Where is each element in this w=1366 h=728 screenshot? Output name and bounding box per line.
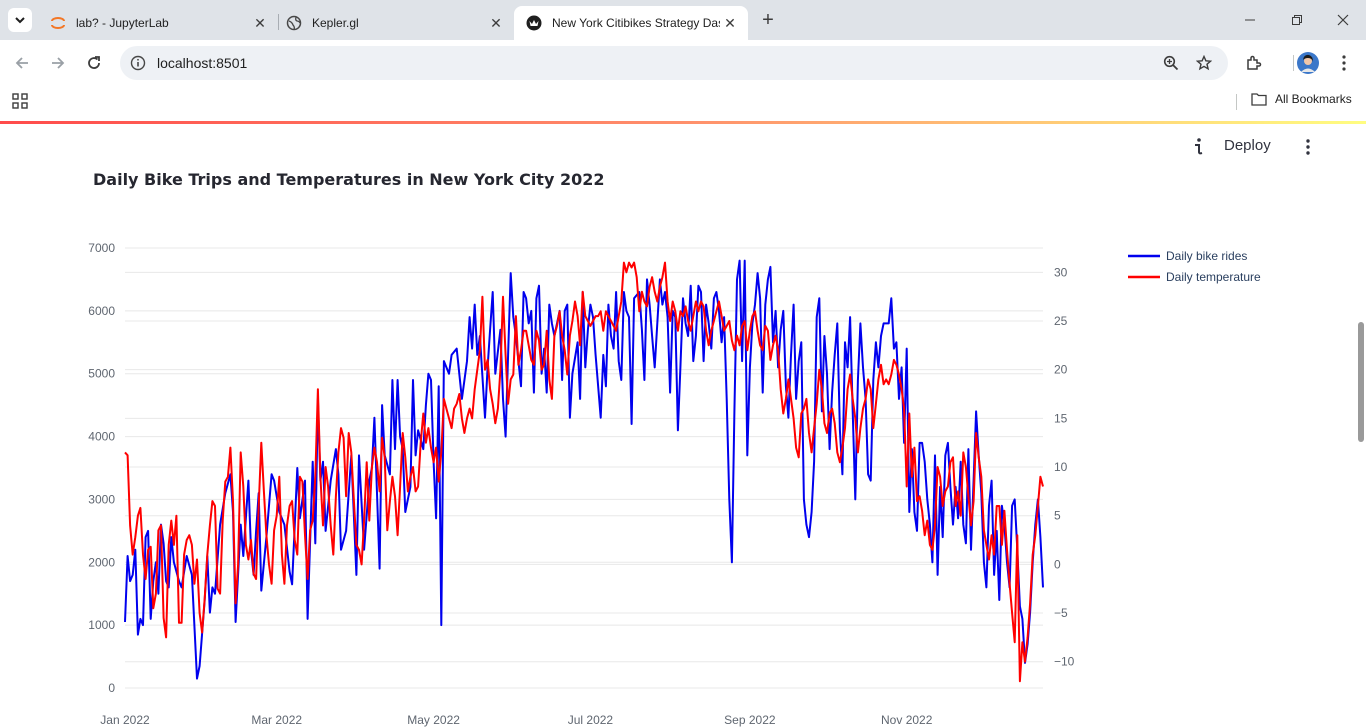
site-info-icon[interactable] xyxy=(130,55,146,71)
avatar[interactable] xyxy=(1296,51,1320,75)
grid-lines xyxy=(125,247,1043,689)
reload-icon xyxy=(88,56,100,69)
close-icon[interactable]: ✕ xyxy=(254,14,266,31)
right-axis-tick-label: 30 xyxy=(1054,265,1068,279)
left-axis-tick-label: 2000 xyxy=(88,555,115,569)
folder-icon xyxy=(1251,93,1267,106)
left-axis-tick-label: 5000 xyxy=(88,367,115,381)
right-axis-tick-label: 5 xyxy=(1054,509,1061,523)
right-axis-tick-label: 20 xyxy=(1054,363,1068,377)
close-icon[interactable]: ✕ xyxy=(490,14,502,31)
tab-title: Kepler.gl xyxy=(312,16,359,30)
restore-button[interactable] xyxy=(1285,8,1309,32)
right-axis-tick-label: 15 xyxy=(1054,411,1068,425)
right-axis-tick-label: −10 xyxy=(1054,655,1075,669)
star-icon[interactable] xyxy=(1195,54,1213,72)
jupyter-icon xyxy=(50,15,66,31)
deploy-button[interactable]: Deploy xyxy=(1224,137,1271,154)
x-axis: Jan 2022 Mar 2022 May 2022 Jul 2022 Sep 2022… xyxy=(100,713,932,727)
left-axis-tick-label: 6000 xyxy=(88,304,115,318)
forward-button[interactable] xyxy=(46,51,70,75)
chart-legend: Daily bike rides Daily temperature xyxy=(1128,249,1261,284)
tab-separator xyxy=(278,14,279,30)
left-axis-tick-label: 3000 xyxy=(88,492,115,506)
tab-title: New York Citibikes Strategy Das xyxy=(552,16,720,30)
right-axis-tick-label: 25 xyxy=(1054,314,1068,328)
globe-icon xyxy=(286,15,302,31)
chart-series xyxy=(124,259,1044,683)
x-axis-tick-label: Sep 2022 xyxy=(724,713,776,727)
url-text[interactable]: localhost:8501 xyxy=(157,55,248,71)
reload-button[interactable] xyxy=(82,51,106,75)
minimize-button[interactable] xyxy=(1238,8,1262,32)
chart-title: Daily Bike Trips and Temperatures in New… xyxy=(93,170,605,189)
bookmarks-divider xyxy=(1236,94,1237,110)
streamlit-decoration-bar xyxy=(0,121,1366,124)
address-bar[interactable]: localhost:8501 xyxy=(120,46,1228,80)
x-axis-tick-label: Nov 2022 xyxy=(881,713,933,727)
arrow-left-icon xyxy=(15,57,28,69)
all-bookmarks-button[interactable]: All Bookmarks xyxy=(1251,92,1352,106)
bookmarks-bar: All Bookmarks xyxy=(0,86,1366,120)
browser-menu-icon[interactable] xyxy=(1332,51,1356,75)
close-window-button[interactable] xyxy=(1331,8,1355,32)
left-axis-tick-label: 7000 xyxy=(88,241,115,255)
browser-toolbar: localhost:8501 xyxy=(0,40,1366,86)
tab-strip: lab? - JupyterLab ✕ Kepler.gl ✕ New York… xyxy=(0,0,1366,40)
x-axis-tick-label: May 2022 xyxy=(407,713,460,727)
close-icon xyxy=(1337,14,1349,26)
minimize-icon xyxy=(1245,19,1255,21)
right-y-axis: −10 −5 0 5 10 15 20 25 30 xyxy=(1054,265,1075,668)
back-button[interactable] xyxy=(10,51,34,75)
restore-icon xyxy=(1292,15,1302,25)
streamlit-icon xyxy=(526,15,542,31)
arrow-right-icon xyxy=(52,57,65,69)
tab-jupyterlab[interactable]: lab? - JupyterLab ✕ xyxy=(38,6,278,40)
toolbar-divider xyxy=(1281,51,1305,75)
x-axis-tick-label: Jan 2022 xyxy=(100,713,150,727)
series-line-temperature xyxy=(124,261,1044,683)
tab-title: lab? - JupyterLab xyxy=(76,16,169,30)
all-bookmarks-label: All Bookmarks xyxy=(1275,92,1352,106)
tab-kepler[interactable]: Kepler.gl ✕ xyxy=(274,6,514,40)
x-axis-tick-label: Jul 2022 xyxy=(568,713,614,727)
main-menu-icon[interactable] xyxy=(1296,135,1320,159)
zoom-icon[interactable] xyxy=(1162,54,1180,72)
legend-label: Daily temperature xyxy=(1166,270,1261,284)
page-scrollbar[interactable] xyxy=(1358,322,1364,442)
right-axis-tick-label: 0 xyxy=(1054,557,1061,571)
rides-temperature-chart[interactable]: 0 1000 2000 3000 4000 5000 6000 7000 −10 −5 0 5 10 1… xyxy=(0,190,1356,728)
left-axis-tick-label: 4000 xyxy=(88,430,115,444)
left-axis-tick-label: 1000 xyxy=(88,618,115,632)
apps-grid-icon[interactable] xyxy=(12,93,28,109)
left-axis-tick-label: 0 xyxy=(108,681,115,695)
right-axis-tick-label: −5 xyxy=(1054,606,1068,620)
tab-streamlit-dashboard[interactable]: New York Citibikes Strategy Das ✕ xyxy=(514,6,748,40)
close-icon[interactable]: ✕ xyxy=(724,14,736,31)
left-y-axis: 0 1000 2000 3000 4000 5000 6000 7000 xyxy=(88,241,115,695)
new-tab-button[interactable]: + xyxy=(762,8,774,31)
right-axis-tick-label: 10 xyxy=(1054,460,1068,474)
chevron-down-icon xyxy=(15,17,25,24)
info-icon[interactable] xyxy=(1186,135,1210,159)
legend-label: Daily bike rides xyxy=(1166,249,1247,263)
x-axis-tick-label: Mar 2022 xyxy=(251,713,302,727)
extensions-icon[interactable] xyxy=(1242,51,1266,75)
tab-search-button[interactable] xyxy=(8,8,32,32)
streamlit-header-actions: Deploy xyxy=(1166,130,1366,164)
